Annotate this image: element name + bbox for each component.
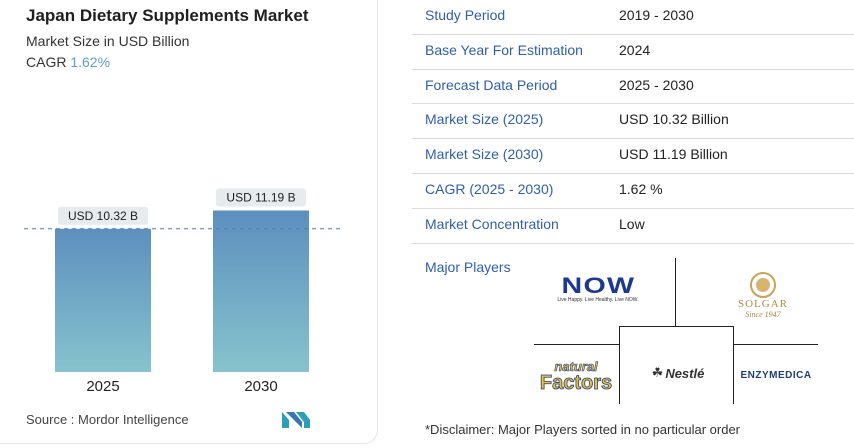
players-divider — [619, 326, 620, 404]
info-value: 2025 - 2030 — [619, 76, 694, 93]
major-players-label: Major Players — [425, 259, 511, 275]
natural-factors-text-1: natural — [554, 358, 598, 374]
natural-factors-logo: natural Factors — [539, 356, 613, 396]
players-divider — [619, 326, 734, 327]
info-row: Study Period 2019 - 2030 — [412, 0, 854, 35]
players-divider — [733, 326, 734, 404]
info-table: Study Period 2019 - 2030 Base Year For Es… — [412, 0, 854, 244]
info-key: Market Size (2025) — [425, 111, 544, 128]
info-value: 2019 - 2030 — [619, 7, 694, 23]
info-value: USD 11.19 Billion — [619, 146, 728, 163]
info-row: Market Concentration Low — [412, 209, 854, 244]
info-value: USD 10.32 Billion — [619, 111, 729, 128]
info-key: Base Year For Estimation — [425, 41, 583, 58]
info-key: Forecast Data Period — [425, 76, 558, 93]
info-key: Market Size (2030) — [425, 146, 544, 163]
info-key: Market Concentration — [425, 215, 559, 232]
now-logo-text: NOW — [561, 273, 635, 298]
solgar-logo-text: SOLGAR — [737, 297, 788, 310]
cagr-line: CAGR 1.62% — [26, 54, 110, 70]
bar-2025 — [55, 228, 151, 372]
cagr-value: 1.62% — [70, 54, 111, 70]
players-divider — [675, 258, 676, 326]
info-value: Low — [619, 215, 645, 232]
info-row: Forecast Data Period 2025 - 2030 — [412, 70, 854, 105]
x-tick-label: 2030 — [244, 378, 277, 395]
enzymedica-logo-text: ENZYMEDICA — [740, 369, 812, 381]
natural-factors-text-2: Factors — [539, 371, 613, 394]
nestle-logo-text: Nestlé — [665, 365, 705, 381]
bar-2030 — [213, 210, 309, 372]
chart-subtitle: Market Size in USD Billion — [26, 33, 190, 49]
info-row: CAGR (2025 - 2030) 1.62 % — [412, 174, 854, 209]
market-card: Japan Dietary Supplements Market Market … — [0, 0, 378, 444]
players-divider — [534, 344, 619, 345]
data-label: USD 11.19 B — [226, 191, 295, 205]
x-tick-label: 2025 — [86, 378, 119, 395]
solgar-emblem-icon — [750, 271, 776, 298]
data-label-bg — [58, 206, 148, 225]
info-value: 2024 — [619, 41, 651, 58]
bar-chart: USD 10.32 B 2025 USD 11.19 B 2030 — [24, 188, 344, 395]
info-row: Base Year For Estimation 2024 — [412, 35, 854, 70]
mordor-logo-icon — [282, 410, 310, 433]
source-text: Source : Mordor Intelligence — [26, 412, 189, 427]
solgar-logo: SOLGAR Since 1947 — [718, 270, 808, 320]
data-label: USD 10.32 B — [68, 209, 138, 223]
now-logo-tagline: Live Happy. Live Healthy. Live NOW. — [557, 297, 639, 303]
info-row: Market Size (2030) USD 11.19 Billion — [412, 139, 854, 174]
data-label-bg — [216, 188, 306, 207]
now-logo: NOW Live Happy. Live Healthy. Live NOW. — [548, 272, 648, 306]
nestle-logo: ☘ Nestlé — [640, 362, 716, 384]
disclaimer-text: *Disclaimer: Major Players sorted in no … — [425, 422, 741, 437]
info-key: Study Period — [425, 7, 506, 23]
enzymedica-logo: ENZYMEDICA — [738, 366, 814, 384]
players-divider — [733, 344, 818, 345]
nest-birds-icon: ☘ — [651, 365, 664, 380]
info-key: CAGR (2025 - 2030) — [425, 180, 554, 197]
solgar-logo-tagline: Since 1947 — [745, 309, 781, 319]
info-row: Market Size (2025) USD 10.32 Billion — [412, 104, 854, 140]
chart-title: Japan Dietary Supplements Market — [26, 6, 309, 25]
info-value: 1.62 % — [619, 180, 663, 197]
cagr-label: CAGR — [26, 54, 67, 70]
